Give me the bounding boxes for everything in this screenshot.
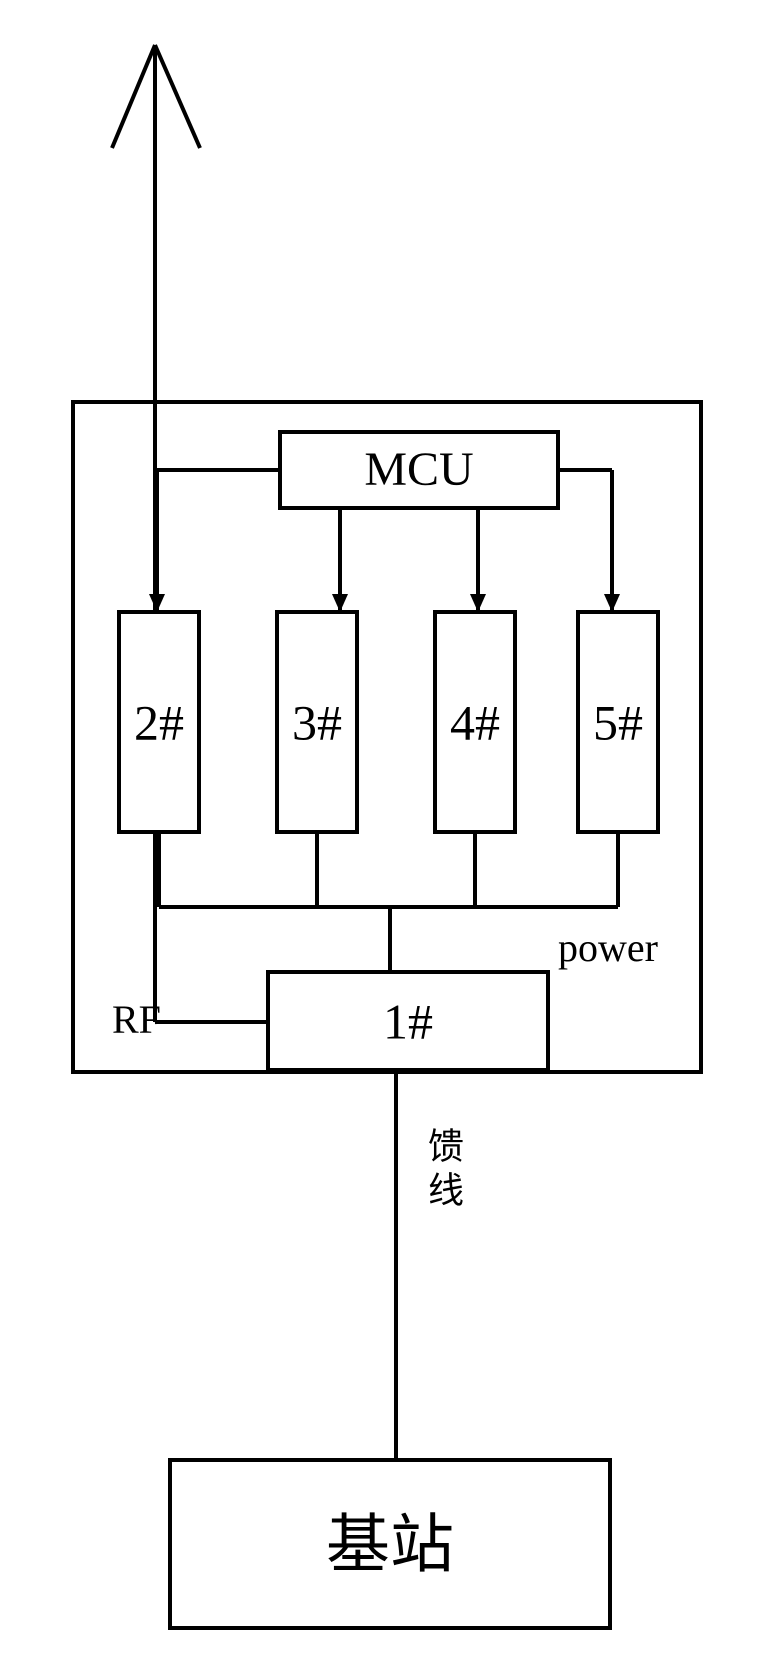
arrow-down-icon — [604, 594, 620, 612]
col3-label: 3# — [292, 694, 342, 750]
col2-label: 2# — [134, 694, 184, 750]
antenna-right — [155, 45, 200, 148]
base-station-label: 基站 — [326, 1510, 454, 1581]
rf-label: RF — [112, 997, 161, 1042]
antenna-left — [112, 45, 155, 148]
arrow-down-icon — [332, 594, 348, 612]
feeder-label-0: 馈 — [428, 1126, 464, 1166]
arrow-down-icon — [470, 594, 486, 612]
power-label: power — [558, 925, 658, 970]
col4-label: 4# — [450, 694, 500, 750]
box1-label: 1# — [383, 993, 433, 1049]
feeder-label-1: 线 — [428, 1170, 464, 1210]
mcu-label: MCU — [364, 443, 473, 496]
arrow-down-icon — [149, 594, 165, 612]
col5-label: 5# — [593, 694, 643, 750]
